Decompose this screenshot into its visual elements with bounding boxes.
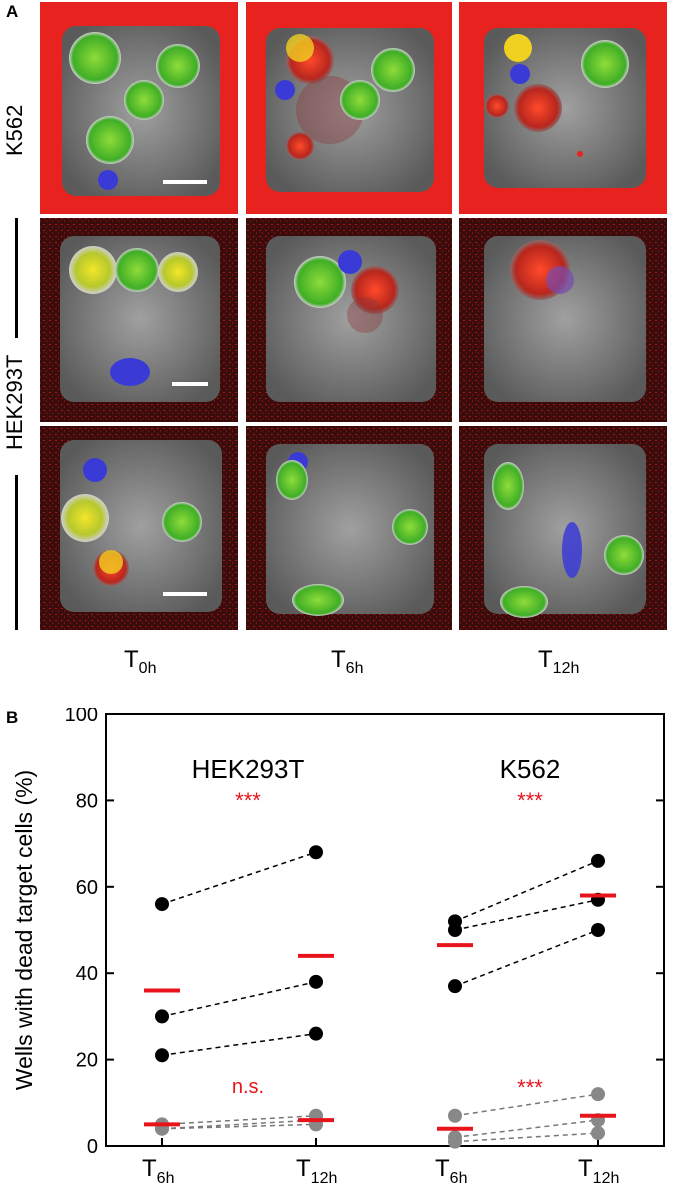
micrograph-hek-b-t12h [459,426,667,630]
data-point [591,923,605,937]
paired-line [454,1093,599,1117]
data-point [309,974,323,989]
data-point [155,897,169,912]
paired-line [454,1119,599,1139]
col-label-t12h: T12h [538,646,579,678]
col-label-t0h-main: T [124,646,139,673]
col-label-t12h-sub: 12h [552,659,580,677]
col-label-t0h-sub: 0h [138,659,157,677]
y-tick-label: 100 [65,708,98,726]
paired-line [161,1119,317,1130]
paired-line [161,1115,317,1126]
micrograph-hek-b-t0h [40,426,238,630]
micrograph-k562-t0h [40,2,238,214]
data-point [309,1026,323,1041]
row-bar-bottom [15,475,18,630]
data-point [448,923,462,937]
y-tick-label: 80 [76,790,98,812]
col-label-t0h: T0h [124,646,156,678]
y-tick-label: 60 [76,877,98,899]
paired-line [161,981,317,1018]
group-label-k562: K562 [500,754,561,784]
y-tick-label: 0 [87,1136,98,1158]
paired-line [454,929,599,987]
col-label-t6h: T6h [331,646,363,678]
sig-hek-high: *** [235,788,261,813]
paired-line [161,851,317,905]
y-tick-label: 20 [76,1050,98,1072]
paired-line [161,1123,317,1130]
data-point [155,1048,169,1063]
data-point [591,1126,605,1141]
sig-hek-low: n.s. [232,1076,264,1098]
micrograph-hek-b-t6h [246,426,452,630]
paired-line [454,1132,599,1143]
row-bar-top [15,218,18,338]
x-tick-label: T12h [296,1155,337,1187]
sig-k562-low: *** [517,1075,543,1100]
paired-line [454,860,599,923]
micrograph-grid [40,2,667,630]
data-point [591,1087,605,1102]
y-tick-label: 40 [76,963,98,985]
sig-k562-high: *** [517,788,543,813]
data-point [155,1009,169,1024]
x-tick-label: T6h [142,1155,174,1187]
y-axis-label: Wells with dead target cells (%) [11,770,37,1090]
micrograph-hek-a-t6h [246,218,452,422]
micrograph-k562-t12h [459,2,667,214]
data-point [448,1134,462,1149]
col-label-t12h-main: T [538,646,553,673]
paired-line [161,1032,317,1057]
dot-plot: Wells with dead target cells (%) 0 20 40 60… [11,708,665,1187]
data-point [309,845,323,860]
panel-a-label: A [6,2,19,21]
col-label-t6h-main: T [331,646,346,673]
data-point [448,979,462,994]
x-tick-label: T6h [435,1155,467,1187]
panel-b-label: B [6,708,19,727]
micrograph-k562-t6h [246,2,452,214]
paired-line [454,899,599,931]
data-point [448,1108,462,1123]
micrograph-hek-a-t12h [459,218,667,422]
data-point [591,853,605,868]
group-label-hek293t: HEK293T [192,754,305,784]
col-label-t6h-sub: 6h [345,659,364,677]
micrograph-hek-a-t0h [40,218,238,422]
x-tick-label: T12h [578,1155,619,1187]
plot-frame [105,713,665,1147]
